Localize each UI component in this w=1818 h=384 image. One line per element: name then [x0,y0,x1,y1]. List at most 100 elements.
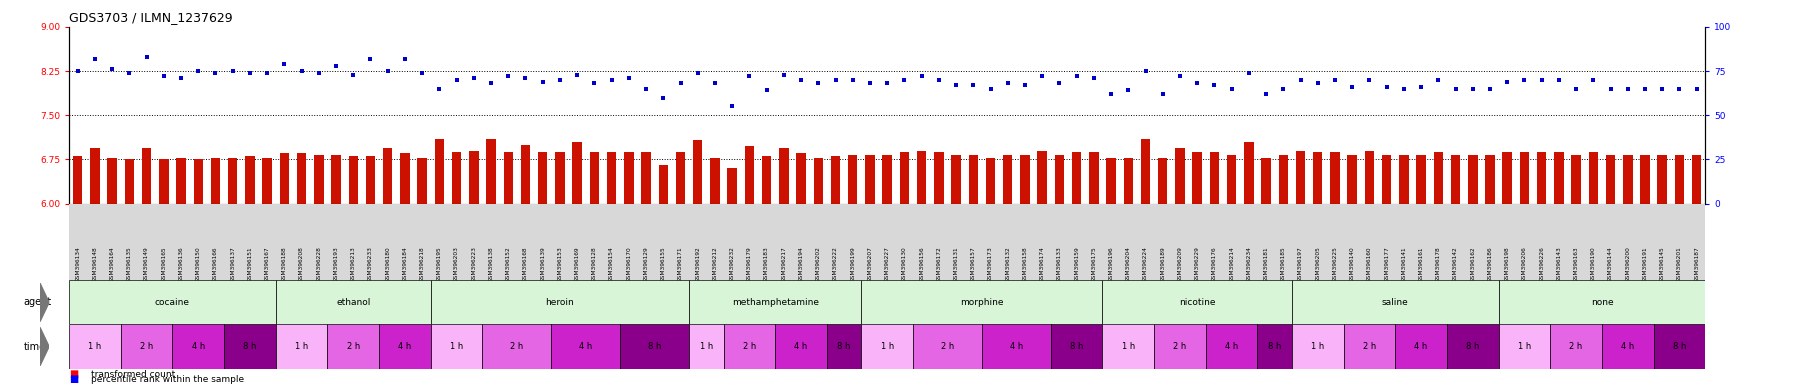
Bar [435,139,444,204]
Bar [745,146,754,204]
Bar [658,165,667,204]
Bar [1605,155,1614,204]
Bar [982,324,1051,369]
Bar [1623,155,1633,204]
Bar [916,151,927,204]
Text: 2 h: 2 h [1364,342,1376,351]
Point [889,77,918,83]
Point [942,82,971,88]
Text: heroin: heroin [545,298,574,307]
Bar [1278,155,1287,204]
Point [184,68,213,74]
Bar [485,139,496,204]
Text: 2 h: 2 h [140,342,153,351]
Point [235,70,264,76]
Bar [951,155,960,204]
Point [373,68,402,74]
Point [1493,79,1522,85]
Bar [1331,152,1340,204]
Bar [327,324,380,369]
Point [614,75,644,81]
Point [1665,86,1694,92]
Point [338,71,367,78]
Bar [1193,152,1202,204]
Bar [1394,324,1447,369]
Point [1373,84,1402,90]
Text: GDS3703 / ILMN_1237629: GDS3703 / ILMN_1237629 [69,12,233,25]
Bar [331,155,340,204]
Text: 4 h: 4 h [580,342,593,351]
Bar [173,324,224,369]
Point [649,94,678,101]
Text: cocaine: cocaine [155,298,189,307]
Bar [551,324,620,369]
Bar [1654,324,1705,369]
Point [545,77,574,83]
Bar [453,152,462,204]
Text: none: none [1591,298,1613,307]
Bar [1209,152,1220,204]
Point [1407,84,1436,90]
Point [1458,86,1487,92]
Bar [624,152,633,204]
Text: ethanol: ethanol [336,298,371,307]
Point [1613,86,1642,92]
Point [631,86,660,92]
Text: time: time [24,341,45,352]
Bar [847,155,858,204]
Point [838,77,867,83]
Bar [1502,152,1513,204]
Bar [1447,324,1498,369]
Point [596,77,625,83]
Point [494,73,524,79]
Point [873,80,902,86]
Point [1027,73,1056,79]
Bar [1262,157,1271,204]
Text: 1 h: 1 h [1311,342,1324,351]
Bar [1158,157,1167,204]
Bar [211,157,220,204]
Point [684,70,713,76]
Point [167,75,196,81]
Bar [969,155,978,204]
Bar [1051,324,1102,369]
Point [287,68,316,74]
Point [1216,86,1245,92]
Point [476,80,505,86]
Point [356,56,385,62]
Bar [1124,157,1133,204]
Point [442,77,471,83]
Bar [1416,155,1425,204]
Point [665,80,694,86]
Bar [554,152,565,204]
Point [1389,86,1418,92]
Point [1511,77,1540,83]
Point [822,77,851,83]
Point [1080,75,1109,81]
Bar [900,152,909,204]
Point [1320,77,1349,83]
Bar [1658,155,1667,204]
Bar [280,154,289,204]
Bar [1344,324,1394,369]
Text: 4 h: 4 h [1622,342,1634,351]
Point [976,86,1005,92]
Text: agent: agent [24,297,53,308]
Point [718,103,747,109]
Bar [276,280,431,324]
Point [562,71,591,78]
Text: nicotine: nicotine [1178,298,1216,307]
Text: 8 h: 8 h [1673,342,1685,351]
Point [1096,91,1125,97]
Bar [1293,324,1344,369]
Bar [69,280,276,324]
Bar [245,156,255,204]
Text: saline: saline [1382,298,1409,307]
Point [700,80,729,86]
Point [64,68,93,74]
Bar [813,157,824,204]
Text: 1 h: 1 h [700,342,713,351]
Text: 4 h: 4 h [191,342,205,351]
Point [1269,86,1298,92]
Bar [1589,152,1598,204]
